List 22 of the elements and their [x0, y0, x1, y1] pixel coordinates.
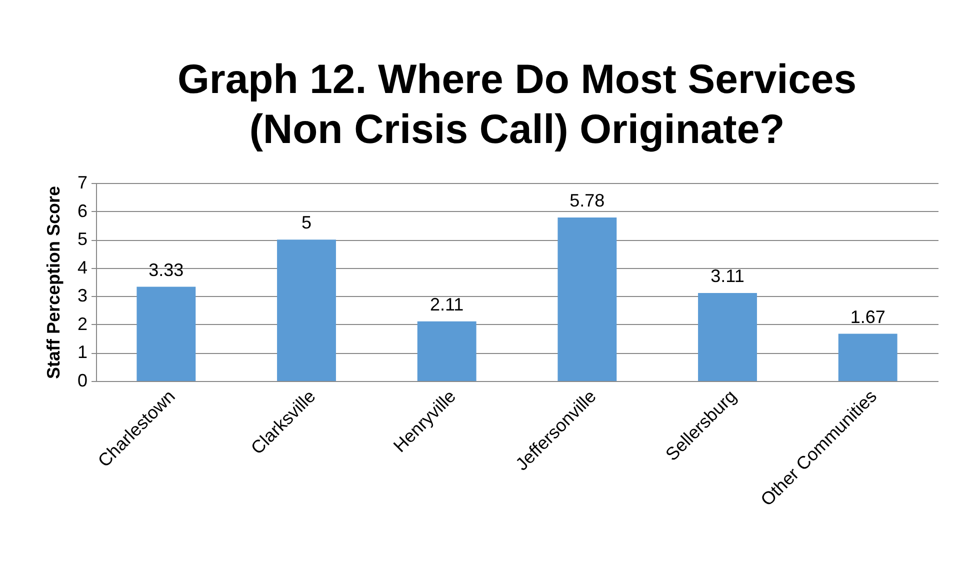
y-tick-label: 7	[77, 172, 88, 192]
chart-title: Graph 12. Where Do Most Services (Non Crisis Call) Originate?	[177, 56, 857, 152]
data-label: 3.33	[148, 260, 184, 280]
bar	[136, 286, 196, 381]
bar	[417, 321, 476, 381]
bar	[558, 218, 617, 381]
y-tick-label: 6	[77, 200, 88, 221]
y-axis-title: Staff Perception Score	[43, 186, 64, 380]
y-tick-label: 4	[77, 257, 88, 278]
y-tick-label: 2	[77, 314, 88, 334]
data-label: 5	[301, 212, 312, 233]
y-tick-label: 1	[77, 342, 88, 362]
bar	[698, 293, 757, 381]
y-tick-label: 3	[77, 286, 88, 306]
data-label: 3.11	[710, 266, 744, 286]
bar	[838, 334, 898, 381]
data-label: 5.78	[570, 190, 605, 211]
data-label: 1.67	[850, 306, 886, 327]
bar	[277, 240, 336, 381]
data-label: 2.11	[430, 294, 464, 314]
y-tick-label: 0	[77, 370, 88, 390]
y-tick-label: 5	[77, 229, 88, 250]
